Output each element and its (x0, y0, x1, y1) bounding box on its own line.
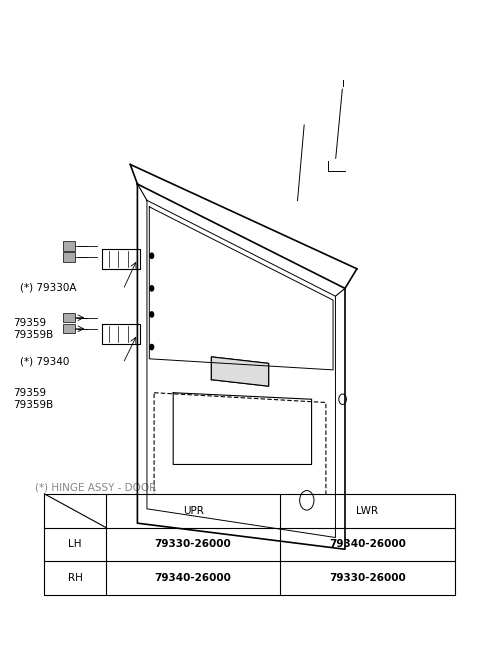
Text: 79359B: 79359B (13, 330, 54, 341)
Text: 79340-26000: 79340-26000 (329, 539, 406, 550)
Circle shape (150, 312, 154, 317)
Circle shape (150, 345, 154, 350)
Bar (63, 313, 75, 322)
Bar (44, 494, 455, 595)
Circle shape (150, 286, 154, 291)
Text: (*) HINGE ASSY - DOOR: (*) HINGE ASSY - DOOR (35, 482, 156, 493)
Circle shape (150, 253, 154, 258)
Text: 77003: 77003 (348, 574, 380, 584)
Text: 79359B: 79359B (13, 400, 54, 410)
Text: 77111: 77111 (300, 521, 333, 531)
Polygon shape (211, 357, 269, 386)
Text: 79330-26000: 79330-26000 (155, 539, 231, 550)
Text: RH: RH (68, 573, 83, 583)
Text: UPR: UPR (183, 506, 204, 515)
Text: 79330-26000: 79330-26000 (329, 573, 406, 583)
Bar (63, 252, 75, 261)
Text: 79359: 79359 (13, 318, 47, 328)
Bar (63, 324, 75, 333)
Text: (*) 79330A: (*) 79330A (21, 282, 77, 292)
Text: 77004: 77004 (348, 562, 380, 572)
Text: 79340-26000: 79340-26000 (155, 573, 231, 583)
Bar (63, 242, 75, 251)
Text: 77121: 77121 (300, 510, 333, 519)
Text: 79359: 79359 (13, 388, 47, 398)
Text: LWR: LWR (357, 506, 379, 515)
Text: (*) 79340: (*) 79340 (21, 356, 70, 366)
Text: LH: LH (68, 539, 82, 550)
